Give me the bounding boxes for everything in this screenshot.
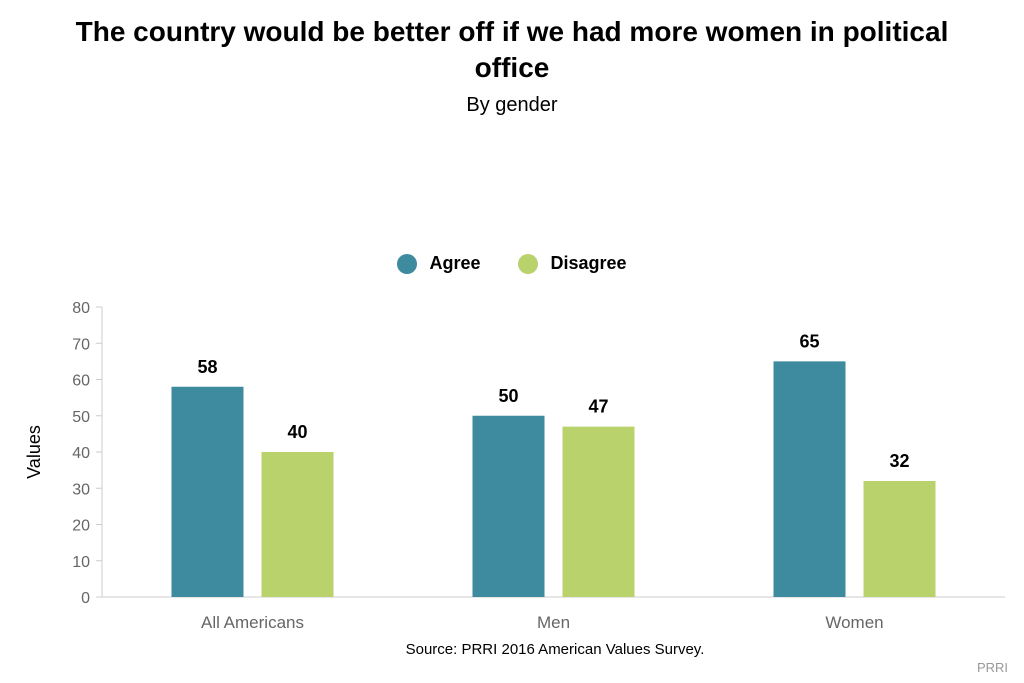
legend-item-agree[interactable]: Agree (397, 253, 480, 274)
y-axis-title: Values (24, 425, 44, 479)
y-tick-label: 10 (72, 554, 90, 571)
y-tick-label: 80 (72, 300, 90, 317)
y-tick-label: 60 (72, 373, 90, 390)
legend-item-disagree[interactable]: Disagree (518, 253, 627, 274)
bar (773, 361, 846, 597)
x-tick-label: Women (825, 613, 883, 632)
y-tick-label: 50 (72, 409, 90, 426)
legend-swatch-disagree (518, 253, 539, 274)
bar (562, 426, 635, 597)
y-tick-label: 0 (81, 590, 90, 607)
data-label: 58 (197, 357, 217, 377)
bar (472, 415, 545, 597)
y-tick-label: 20 (72, 518, 90, 535)
y-tick-label: 40 (72, 445, 90, 462)
y-tick-label: 70 (72, 336, 90, 353)
legend: Agree Disagree (0, 253, 1024, 274)
bar (863, 481, 936, 597)
legend-swatch-agree (397, 253, 418, 274)
x-tick-label: All Americans (201, 613, 304, 632)
data-label: 32 (889, 451, 909, 471)
y-tick-label: 30 (72, 481, 90, 498)
data-label: 40 (287, 422, 307, 442)
legend-label-disagree: Disagree (550, 253, 627, 273)
legend-label-agree: Agree (429, 253, 481, 273)
credit-label: PRRI (976, 660, 1008, 675)
data-label: 50 (498, 386, 518, 406)
data-label: 65 (799, 331, 819, 351)
bar (261, 452, 334, 597)
chart-subtitle: By gender (466, 94, 558, 116)
bar (171, 386, 244, 597)
x-tick-label: Men (537, 613, 570, 632)
chart-title: The country would be better off if we ha… (75, 16, 949, 83)
data-label: 47 (588, 397, 608, 417)
source-note: Source: PRRI 2016 American Values Survey… (405, 641, 705, 658)
